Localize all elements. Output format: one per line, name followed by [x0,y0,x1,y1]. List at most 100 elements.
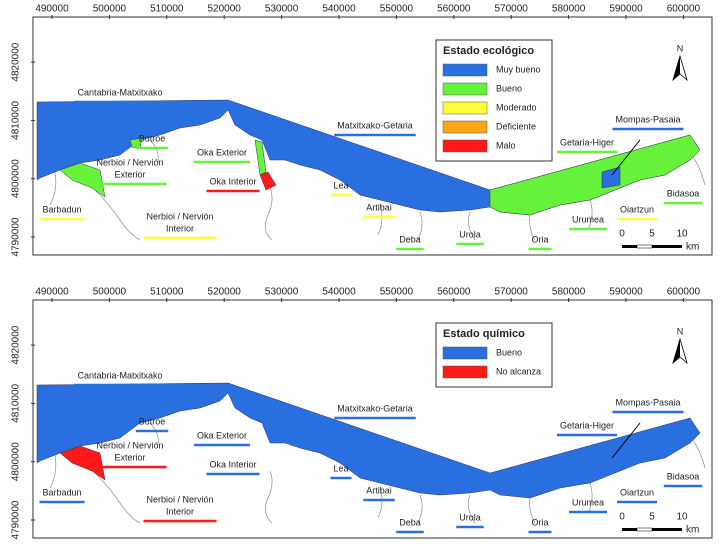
pointer-arrow [611,422,641,459]
north-arrow [673,56,680,80]
x-tick-label: 580000 [552,4,586,15]
water-body-label: Interior [166,506,194,516]
water-body-label: Urumea [572,497,604,507]
scale-label: 5 [649,512,655,523]
water-body [259,171,277,191]
legend-label: Bueno [496,347,522,357]
water-body-label: Cantabria-Matxitxako [77,370,162,380]
legend-title: Estado químico [443,328,525,340]
legend-title: Estado ecológico [443,45,534,57]
y-tick-label: 4810000 [11,100,22,139]
water-body [601,166,621,189]
water-body [59,162,106,198]
y-tick-label: 4800000 [11,159,22,198]
x-tick-label: 500000 [93,287,127,298]
water-body-label: Nerbioi / Nervión [96,440,163,450]
x-tick-label: 540000 [322,287,356,298]
scale-bar [636,527,653,532]
water-body-label: Artibai [366,202,392,212]
water-body-label: Oiartzun [620,204,654,214]
water-body-label: Getaria-Higer [560,420,614,430]
x-tick-label: 600000 [667,4,701,15]
y-tick-label: 4810000 [11,383,22,422]
x-tick-label: 580000 [552,287,586,298]
x-tick-label: 490000 [35,4,69,15]
x-tick-label: 500000 [93,4,127,15]
map-panel-1: 490000 500000 510000 520000 530000 540000 5500… [11,4,713,256]
legend-label: Malo [496,140,516,150]
legend-swatch [442,82,488,96]
x-tick-label: 540000 [322,4,356,15]
x-tick-label: 530000 [265,287,299,298]
legend-label: Muy bueno [496,64,541,74]
y-tick-label: 4790000 [11,217,22,256]
water-body [489,134,701,216]
water-body-label: Artibai [366,485,392,495]
north-label: N [677,43,684,53]
water-body-label: Oria [531,517,548,527]
water-body-label: Matxitxako-Getaria [337,403,413,413]
north-label: N [677,326,684,336]
water-body-label: Barbadun [42,204,81,214]
pointer-arrow [611,139,641,176]
legend-swatch [442,63,488,77]
north-arrow [673,339,680,363]
water-body-label: Oria [531,234,548,244]
scale-label: 0 [619,512,625,523]
water-body-label: Deba [399,517,421,527]
x-tick-label: 530000 [265,4,299,15]
x-tick-label: 520000 [208,4,242,15]
water-body-label: Mompas-Pasaia [615,397,680,407]
water-body-label: Urumea [572,214,604,224]
x-tick-label: 600000 [667,287,701,298]
x-tick-label: 570000 [495,4,529,15]
water-body-label: Barbadun [42,487,81,497]
map-panel-2: 490000 500000 510000 520000 530000 540000 5500… [11,287,713,539]
x-tick-label: 550000 [380,287,414,298]
water-body-label: Mompas-Pasaia [615,114,680,124]
y-tick-label: 4820000 [11,325,22,364]
scale-bar [636,244,653,249]
scale-unit: km [686,242,699,253]
legend-swatch [442,101,488,115]
water-body-label: Oiartzun [620,487,654,497]
water-body-label: Lea [333,180,348,190]
legend-label: Moderado [496,102,537,112]
legend-swatch [442,346,488,360]
water-body-label: Matxitxako-Getaria [337,120,413,130]
water-body-label: Urola [459,512,481,522]
legend-label: Deficiente [496,121,536,131]
water-body-label: Oka Exterior [197,147,247,157]
scale-label: 5 [649,229,655,240]
water-body-label: Cantabria-Matxitxako [77,87,162,97]
legend-swatch [442,365,488,379]
water-body-label: Bidasoa [667,188,700,198]
legend-label: Bueno [496,83,522,93]
x-tick-label: 520000 [208,287,242,298]
scale-label: 10 [676,512,688,523]
scale-label: 10 [676,229,688,240]
water-body-label: Oka Interior [209,459,256,469]
legend-swatch [442,139,488,153]
water-body-label: Nerbioi / Nervión [96,157,163,167]
water-body [254,139,267,176]
water-body-label: Lea [333,463,348,473]
scale-label: 0 [619,229,625,240]
x-tick-label: 570000 [495,287,529,298]
x-tick-label: 510000 [150,287,184,298]
water-body-label: Interior [166,223,194,233]
water-body-label: Nerbioi / Nervión [146,211,213,221]
water-body-label: Butroe [139,416,166,426]
water-body-label: Urola [459,229,481,239]
y-tick-label: 4800000 [11,442,22,481]
x-tick-label: 590000 [609,287,643,298]
water-body-label: Butroe [139,133,166,143]
water-body-label: Exterior [114,169,145,179]
water-body-label: Nerbioi / Nervión [146,494,213,504]
water-body-label: Bidasoa [667,471,700,481]
water-body-label: Getaria-Higer [560,137,614,147]
x-tick-label: 510000 [150,4,184,15]
water-body-label: Exterior [114,452,145,462]
y-tick-label: 4820000 [11,42,22,81]
